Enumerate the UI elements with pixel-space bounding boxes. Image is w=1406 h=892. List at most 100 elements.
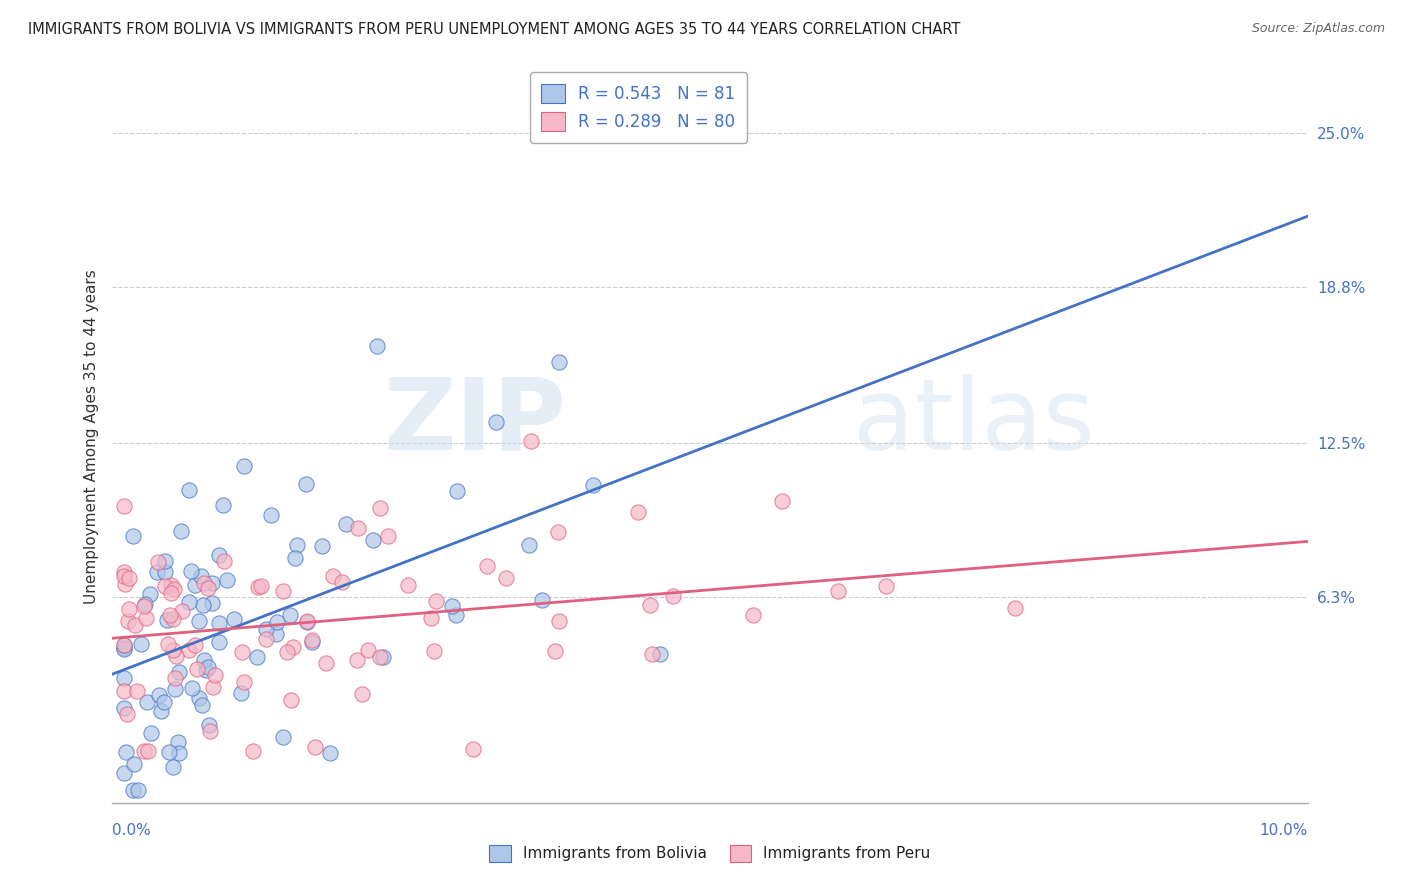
Point [264, 626, 287, 640]
Point [335, 517, 357, 532]
Point [246, 580, 269, 594]
Point [285, 538, 308, 552]
Point [193, 653, 215, 667]
Point [638, 598, 661, 612]
Point [194, 664, 217, 678]
Point [125, 683, 148, 698]
Point [165, 648, 187, 663]
Point [295, 615, 318, 629]
Point [304, 739, 326, 754]
Point [301, 632, 323, 647]
Point [162, 642, 184, 657]
Point [547, 524, 569, 539]
Point [134, 597, 156, 611]
Legend: Immigrants from Bolivia, Immigrants from Peru: Immigrants from Bolivia, Immigrants from… [484, 838, 936, 868]
Text: atlas: atlas [853, 374, 1095, 471]
Point [363, 533, 385, 548]
Point [742, 607, 765, 622]
Point [485, 415, 508, 429]
Point [197, 581, 219, 595]
Point [446, 607, 468, 622]
Point [193, 575, 215, 590]
Point [159, 608, 181, 623]
Point [582, 477, 605, 491]
Point [155, 579, 177, 593]
Point [162, 612, 184, 626]
Point [118, 602, 141, 616]
Point [167, 746, 190, 760]
Point [322, 568, 344, 582]
Point [318, 746, 340, 760]
Point [122, 783, 145, 797]
Point [419, 611, 441, 625]
Point [242, 744, 264, 758]
Point [201, 680, 224, 694]
Point [357, 643, 380, 657]
Point [295, 476, 318, 491]
Point [146, 555, 169, 569]
Point [163, 681, 186, 696]
Point [162, 582, 184, 597]
Point [208, 616, 231, 631]
Point [260, 508, 283, 522]
Point [150, 704, 173, 718]
Point [114, 577, 136, 591]
Point [224, 611, 246, 625]
Point [441, 599, 464, 614]
Point [134, 744, 156, 758]
Point [139, 726, 162, 740]
Point [156, 637, 179, 651]
Point [155, 554, 177, 568]
Point [181, 681, 204, 695]
Point [266, 615, 288, 629]
Point [531, 593, 554, 607]
Point [295, 615, 318, 629]
Point [330, 575, 353, 590]
Point [117, 614, 139, 628]
Point [114, 565, 135, 579]
Point [157, 745, 180, 759]
Point [547, 355, 569, 369]
Point [184, 577, 207, 591]
Point [273, 583, 295, 598]
Point [233, 458, 256, 473]
Point [121, 529, 143, 543]
Point [191, 598, 214, 612]
Point [114, 638, 135, 652]
Point [114, 684, 135, 698]
Point [184, 638, 207, 652]
Point [127, 783, 149, 797]
Point [124, 618, 146, 632]
Point [346, 653, 368, 667]
Point [155, 566, 177, 580]
Point [166, 735, 188, 749]
Point [118, 571, 141, 585]
Point [114, 641, 135, 656]
Point [155, 613, 177, 627]
Point [548, 615, 571, 629]
Point [114, 642, 135, 657]
Point [188, 691, 211, 706]
Text: 0.0%: 0.0% [112, 822, 152, 838]
Point [301, 634, 323, 648]
Text: Source: ZipAtlas.com: Source: ZipAtlas.com [1251, 22, 1385, 36]
Point [461, 741, 484, 756]
Text: IMMIGRANTS FROM BOLIVIA VS IMMIGRANTS FROM PERU UNEMPLOYMENT AMONG AGES 35 TO 44: IMMIGRANTS FROM BOLIVIA VS IMMIGRANTS FR… [28, 22, 960, 37]
Point [172, 604, 194, 618]
Point [198, 723, 221, 738]
Point [371, 650, 394, 665]
Point [197, 660, 219, 674]
Point [366, 339, 388, 353]
Point [641, 647, 664, 661]
Point [311, 539, 333, 553]
Point [201, 596, 224, 610]
Point [544, 643, 567, 657]
Point [136, 744, 159, 758]
Point [180, 565, 202, 579]
Point [425, 594, 447, 608]
Point [350, 687, 373, 701]
Text: 10.0%: 10.0% [1260, 822, 1308, 838]
Point [368, 650, 391, 665]
Point [517, 538, 540, 552]
Point [254, 622, 277, 636]
